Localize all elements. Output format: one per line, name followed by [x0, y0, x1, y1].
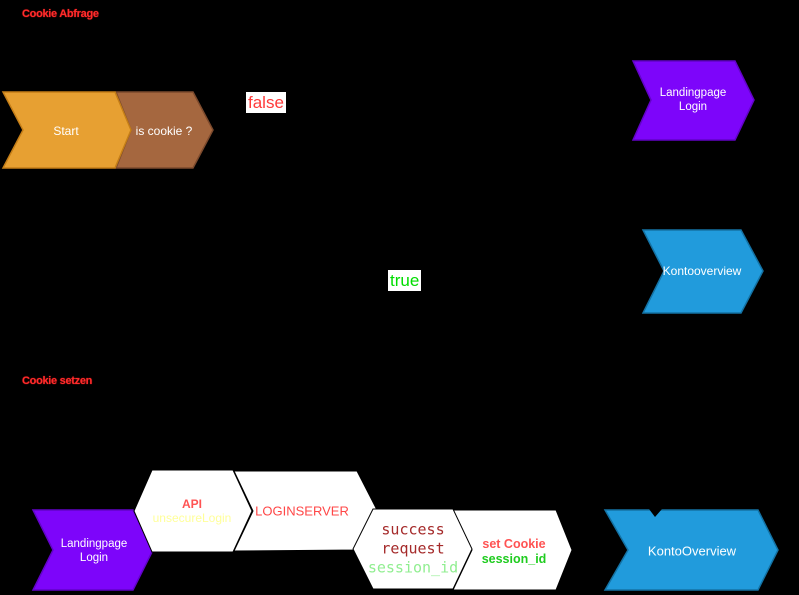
- kontooverview-mid-node-shape: [641, 229, 764, 314]
- kontooverview-bottom-node-shape: [603, 509, 779, 591]
- api-node-shape: [133, 469, 253, 553]
- landingpage-login-top-node-shape: [631, 60, 755, 141]
- edge-label-false: false: [246, 92, 286, 113]
- section-title-cookie-abfrage: Cookie Abfrage: [22, 8, 99, 20]
- loginserver-node-shape: [233, 470, 378, 552]
- edge-label-true: true: [388, 270, 422, 291]
- section-title-cookie-setzen: Cookie setzen: [22, 375, 93, 387]
- connector-arrowhead-notch: [649, 509, 662, 517]
- success-request-node-shape: [352, 508, 473, 590]
- landingpage-login-bottom-node-shape: [31, 509, 154, 591]
- start-node-shape: [1, 91, 132, 169]
